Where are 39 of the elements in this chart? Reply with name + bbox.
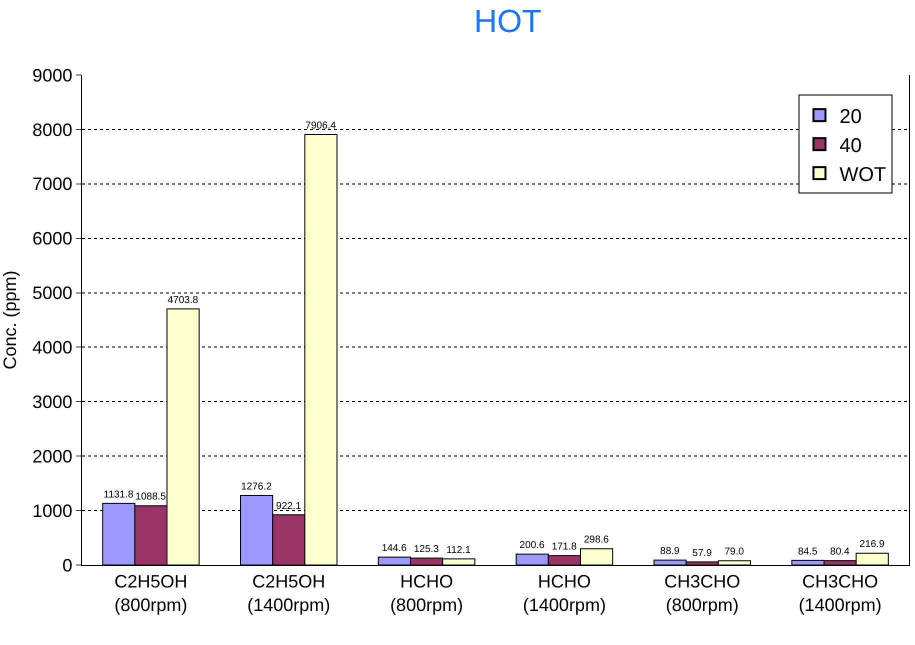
- data-label: 1131.8: [104, 489, 134, 500]
- y-tick-label: 2000: [32, 446, 72, 466]
- data-label: 144.6: [382, 543, 408, 554]
- data-label: 79.0: [724, 546, 744, 558]
- y-tick-label: 9000: [32, 65, 72, 86]
- x-tick-label: CH3CHO (800rpm): [664, 572, 740, 615]
- y-tick-label: 5000: [32, 283, 72, 304]
- chart-title: HOT: [474, 3, 542, 40]
- data-label: 125.3: [414, 544, 440, 556]
- data-label: 88.9: [660, 546, 680, 558]
- y-tick-label: 4000: [32, 338, 72, 358]
- data-label: 200.6: [520, 540, 545, 552]
- data-label: 84.5: [798, 546, 818, 558]
- y-tick-label: 7000: [32, 174, 72, 194]
- data-label: 80.4: [830, 546, 850, 558]
- x-tick-label: CH3CHO (1400rpm): [798, 572, 882, 615]
- data-label: 57.9: [692, 548, 712, 559]
- y-tick-label: 6000: [32, 228, 72, 249]
- y-tick-label: 1000: [32, 500, 72, 521]
- y-tick-label: 3000: [32, 392, 72, 412]
- data-label: 7906.4: [305, 120, 336, 132]
- data-label: 4703.8: [168, 294, 199, 306]
- data-label: 922.1: [276, 500, 302, 512]
- data-label: 171.8: [552, 542, 578, 553]
- y-tick-label: 0: [62, 555, 72, 576]
- data-label: 216.9: [860, 539, 885, 550]
- legend-label: WOT: [839, 164, 886, 186]
- data-label: 298.6: [584, 534, 610, 546]
- data-label: 1088.5: [135, 492, 166, 503]
- x-tick-label: C2H5OH (800rpm): [114, 572, 188, 615]
- legend-label: 20: [839, 106, 862, 128]
- legend-label: 40: [839, 134, 862, 157]
- data-label: 112.1: [446, 544, 472, 556]
- x-tick-label: HCHO (800rpm): [390, 572, 464, 615]
- x-tick-label: C2H5OH (1400rpm): [247, 572, 330, 615]
- x-tick-label: HCHO (1400rpm): [522, 572, 606, 615]
- y-axis-title: Conc. (ppm): [0, 270, 20, 370]
- y-tick-label: 8000: [32, 120, 72, 140]
- data-label: 1276.2: [241, 482, 272, 493]
